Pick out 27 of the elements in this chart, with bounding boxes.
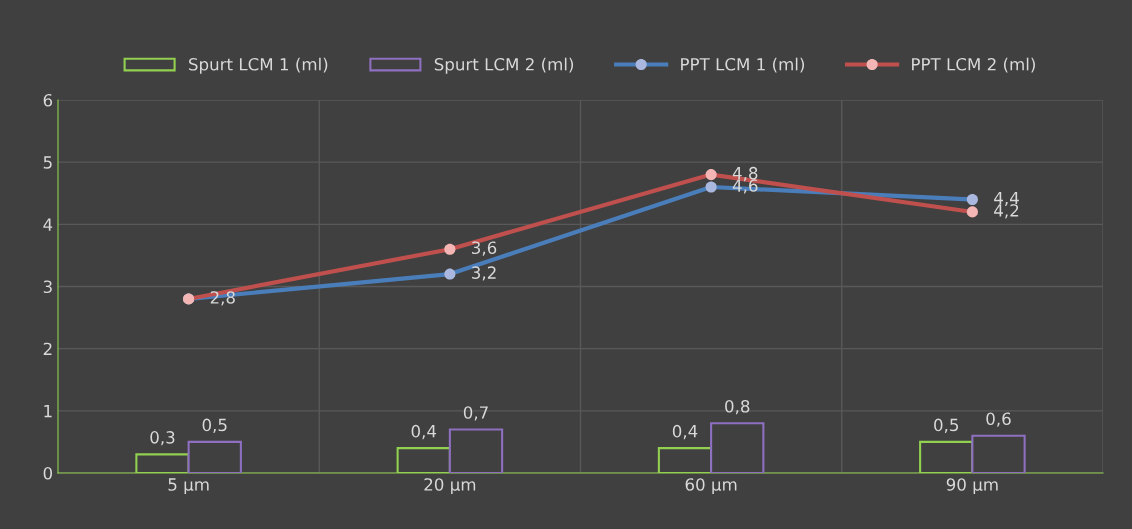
data-label: 3,2 <box>472 266 496 281</box>
data-label: 0,4 <box>672 424 698 440</box>
y-tick-label: 2 <box>43 342 52 355</box>
y-tick-label: 6 <box>43 93 53 107</box>
x-tick-label: 20 µm <box>424 478 476 494</box>
data-label: 0,7 <box>463 406 488 421</box>
data-label: 0,6 <box>986 412 1011 427</box>
legend-label: Spurt LCM 1 (ml) <box>189 57 328 74</box>
x-tick-label: 5 µm <box>168 478 209 494</box>
data-label: 0,5 <box>202 418 227 433</box>
data-label: 0,3 <box>150 431 175 446</box>
legend-label: Spurt LCM 2 (ml) <box>434 57 574 74</box>
y-tick-label: 3 <box>43 280 52 294</box>
data-label: 0,8 <box>725 399 750 415</box>
data-label: 4,4 <box>994 191 1019 206</box>
y-tick-label: 1 <box>44 405 52 418</box>
legend-label: PPT LCM 2 (ml) <box>912 57 1035 73</box>
x-tick-label: 60 µm <box>685 478 737 494</box>
y-tick-label: 4 <box>43 218 53 231</box>
legend-label: PPT LCM 1 (ml) <box>681 57 805 73</box>
y-tick-label: 5 <box>43 156 52 169</box>
y-tick-label: 0 <box>43 466 53 480</box>
data-label: 4,2 <box>994 204 1019 219</box>
data-label: 0,5 <box>934 418 959 433</box>
x-tick-label: 90 µm <box>946 478 998 494</box>
data-label: 0,4 <box>411 424 437 440</box>
data-label: 3,6 <box>472 241 497 256</box>
